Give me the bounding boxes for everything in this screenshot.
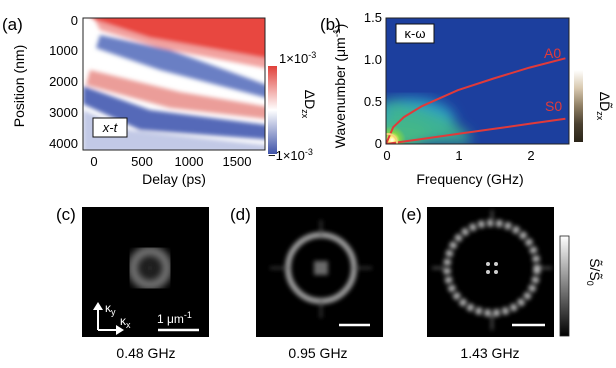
ytick-b-10: 1.0	[364, 52, 382, 67]
ytick-b-15: 1.5	[364, 10, 382, 25]
cbar-a-min-exp: -3	[305, 147, 313, 157]
svg-text:S̃/S̃0: S̃/S̃0	[585, 258, 603, 286]
kx-label: κ	[120, 314, 127, 328]
panel-b-inset: κ-ω	[405, 26, 426, 41]
panel-b-colorbar	[574, 70, 583, 142]
panel-c-label: (c)	[56, 205, 76, 224]
curve-label-A0: A0	[544, 45, 561, 61]
xtick-b-1: 1	[455, 148, 462, 163]
scale-label: 1 μm	[157, 312, 184, 326]
k-axes	[93, 302, 124, 335]
panel-d-ring	[270, 220, 372, 318]
panel-b-xlabel: Frequency (GHz)	[416, 171, 523, 187]
panel-d-label: (d)	[230, 205, 251, 224]
svg-text:−1×10-3: −1×10-3	[268, 147, 313, 163]
panel-a-label: (a)	[2, 15, 23, 34]
panel-b-label: (b)	[320, 15, 341, 34]
panel-a-xlabel: Delay (ps)	[142, 171, 206, 187]
curve-S0	[386, 117, 566, 144]
xtick-0: 0	[90, 154, 97, 169]
xtick-b-0: 0	[383, 148, 390, 163]
xtick-1500: 1500	[223, 154, 252, 169]
scale-sup: -1	[184, 310, 192, 320]
panel-e-caption: 1.43 GHz	[460, 345, 519, 361]
svg-text:κx: κx	[120, 314, 131, 330]
panel-b-ylabel: Wavenumber (μm	[332, 37, 348, 148]
ytick-4000: 4000	[49, 136, 78, 151]
svg-text:1×10-3: 1×10-3	[279, 50, 316, 66]
band-positive-top	[92, 18, 265, 59]
ky-label: κ	[105, 301, 112, 315]
svg-text:1 μm-1: 1 μm-1	[157, 310, 192, 326]
ytick-0: 0	[71, 13, 78, 28]
ytick-3000: 3000	[49, 105, 78, 120]
cbar-a-sub: zx	[300, 109, 310, 119]
cbar-a-max-exp: -3	[308, 50, 316, 60]
svg-text:κy: κy	[105, 301, 116, 317]
ytick-b-05: 0.5	[364, 94, 382, 109]
cbar-b-sub: zx	[595, 111, 605, 121]
panel-a-xticks: 0 500 1000 1500	[90, 154, 251, 169]
cbar-a-label: ΔD	[302, 90, 318, 109]
ytick-b-0: 0	[375, 136, 382, 151]
cbar-b-label: ΔD̃	[597, 92, 613, 111]
kx-sub: x	[126, 320, 131, 330]
panel-e-ring	[432, 210, 552, 330]
svg-text:ΔD̃zx: ΔD̃zx	[595, 92, 613, 121]
panel-d-caption: 0.95 GHz	[288, 345, 347, 361]
cbar-e-label: S̃/S̃	[587, 258, 603, 281]
band-positive-2	[86, 70, 265, 119]
curve-A0	[386, 57, 566, 144]
xtick-b-2: 2	[527, 148, 534, 163]
panel-a-ylabel: Position (nm)	[11, 45, 27, 127]
band-negative-2	[83, 86, 265, 140]
svg-text:ΔDzx: ΔDzx	[300, 90, 318, 119]
ky-sub: y	[111, 307, 116, 317]
ytick-1000: 1000	[49, 43, 78, 58]
xtick-500: 500	[131, 154, 153, 169]
cbar-e-sub: 0	[585, 281, 595, 286]
panel-c-caption: 0.48 GHz	[116, 345, 175, 361]
panel-a-yticks: 0 1000 2000 3000 4000	[49, 13, 78, 151]
band-negative-1	[96, 35, 265, 98]
panel-b-yticks: 0 0.5 1.0 1.5	[364, 10, 382, 151]
panel-c-image	[82, 207, 209, 337]
ytick-2000: 2000	[49, 74, 78, 89]
panel-b-ylabel-sup: -1	[332, 28, 343, 37]
svg-text:Wavenumber (μm-1): Wavenumber (μm-1)	[332, 24, 348, 149]
panel-e-label: (e)	[401, 205, 422, 224]
panel-b-heatmap	[386, 18, 569, 144]
panel-c-ring	[128, 246, 172, 290]
cbar-a-max: 1×10	[279, 51, 308, 66]
panel-a-colorbar	[268, 66, 277, 154]
cbar-a-min: −1×10	[268, 148, 305, 163]
curve-label-S0: S0	[545, 98, 562, 114]
xtick-1000: 1000	[175, 154, 204, 169]
panel-e-colorbar	[559, 235, 570, 337]
panel-b-xticks: 0 1 2	[383, 148, 534, 163]
panel-a-inset: x-t	[102, 120, 119, 135]
panel-b-ylabel-close: )	[332, 24, 348, 29]
